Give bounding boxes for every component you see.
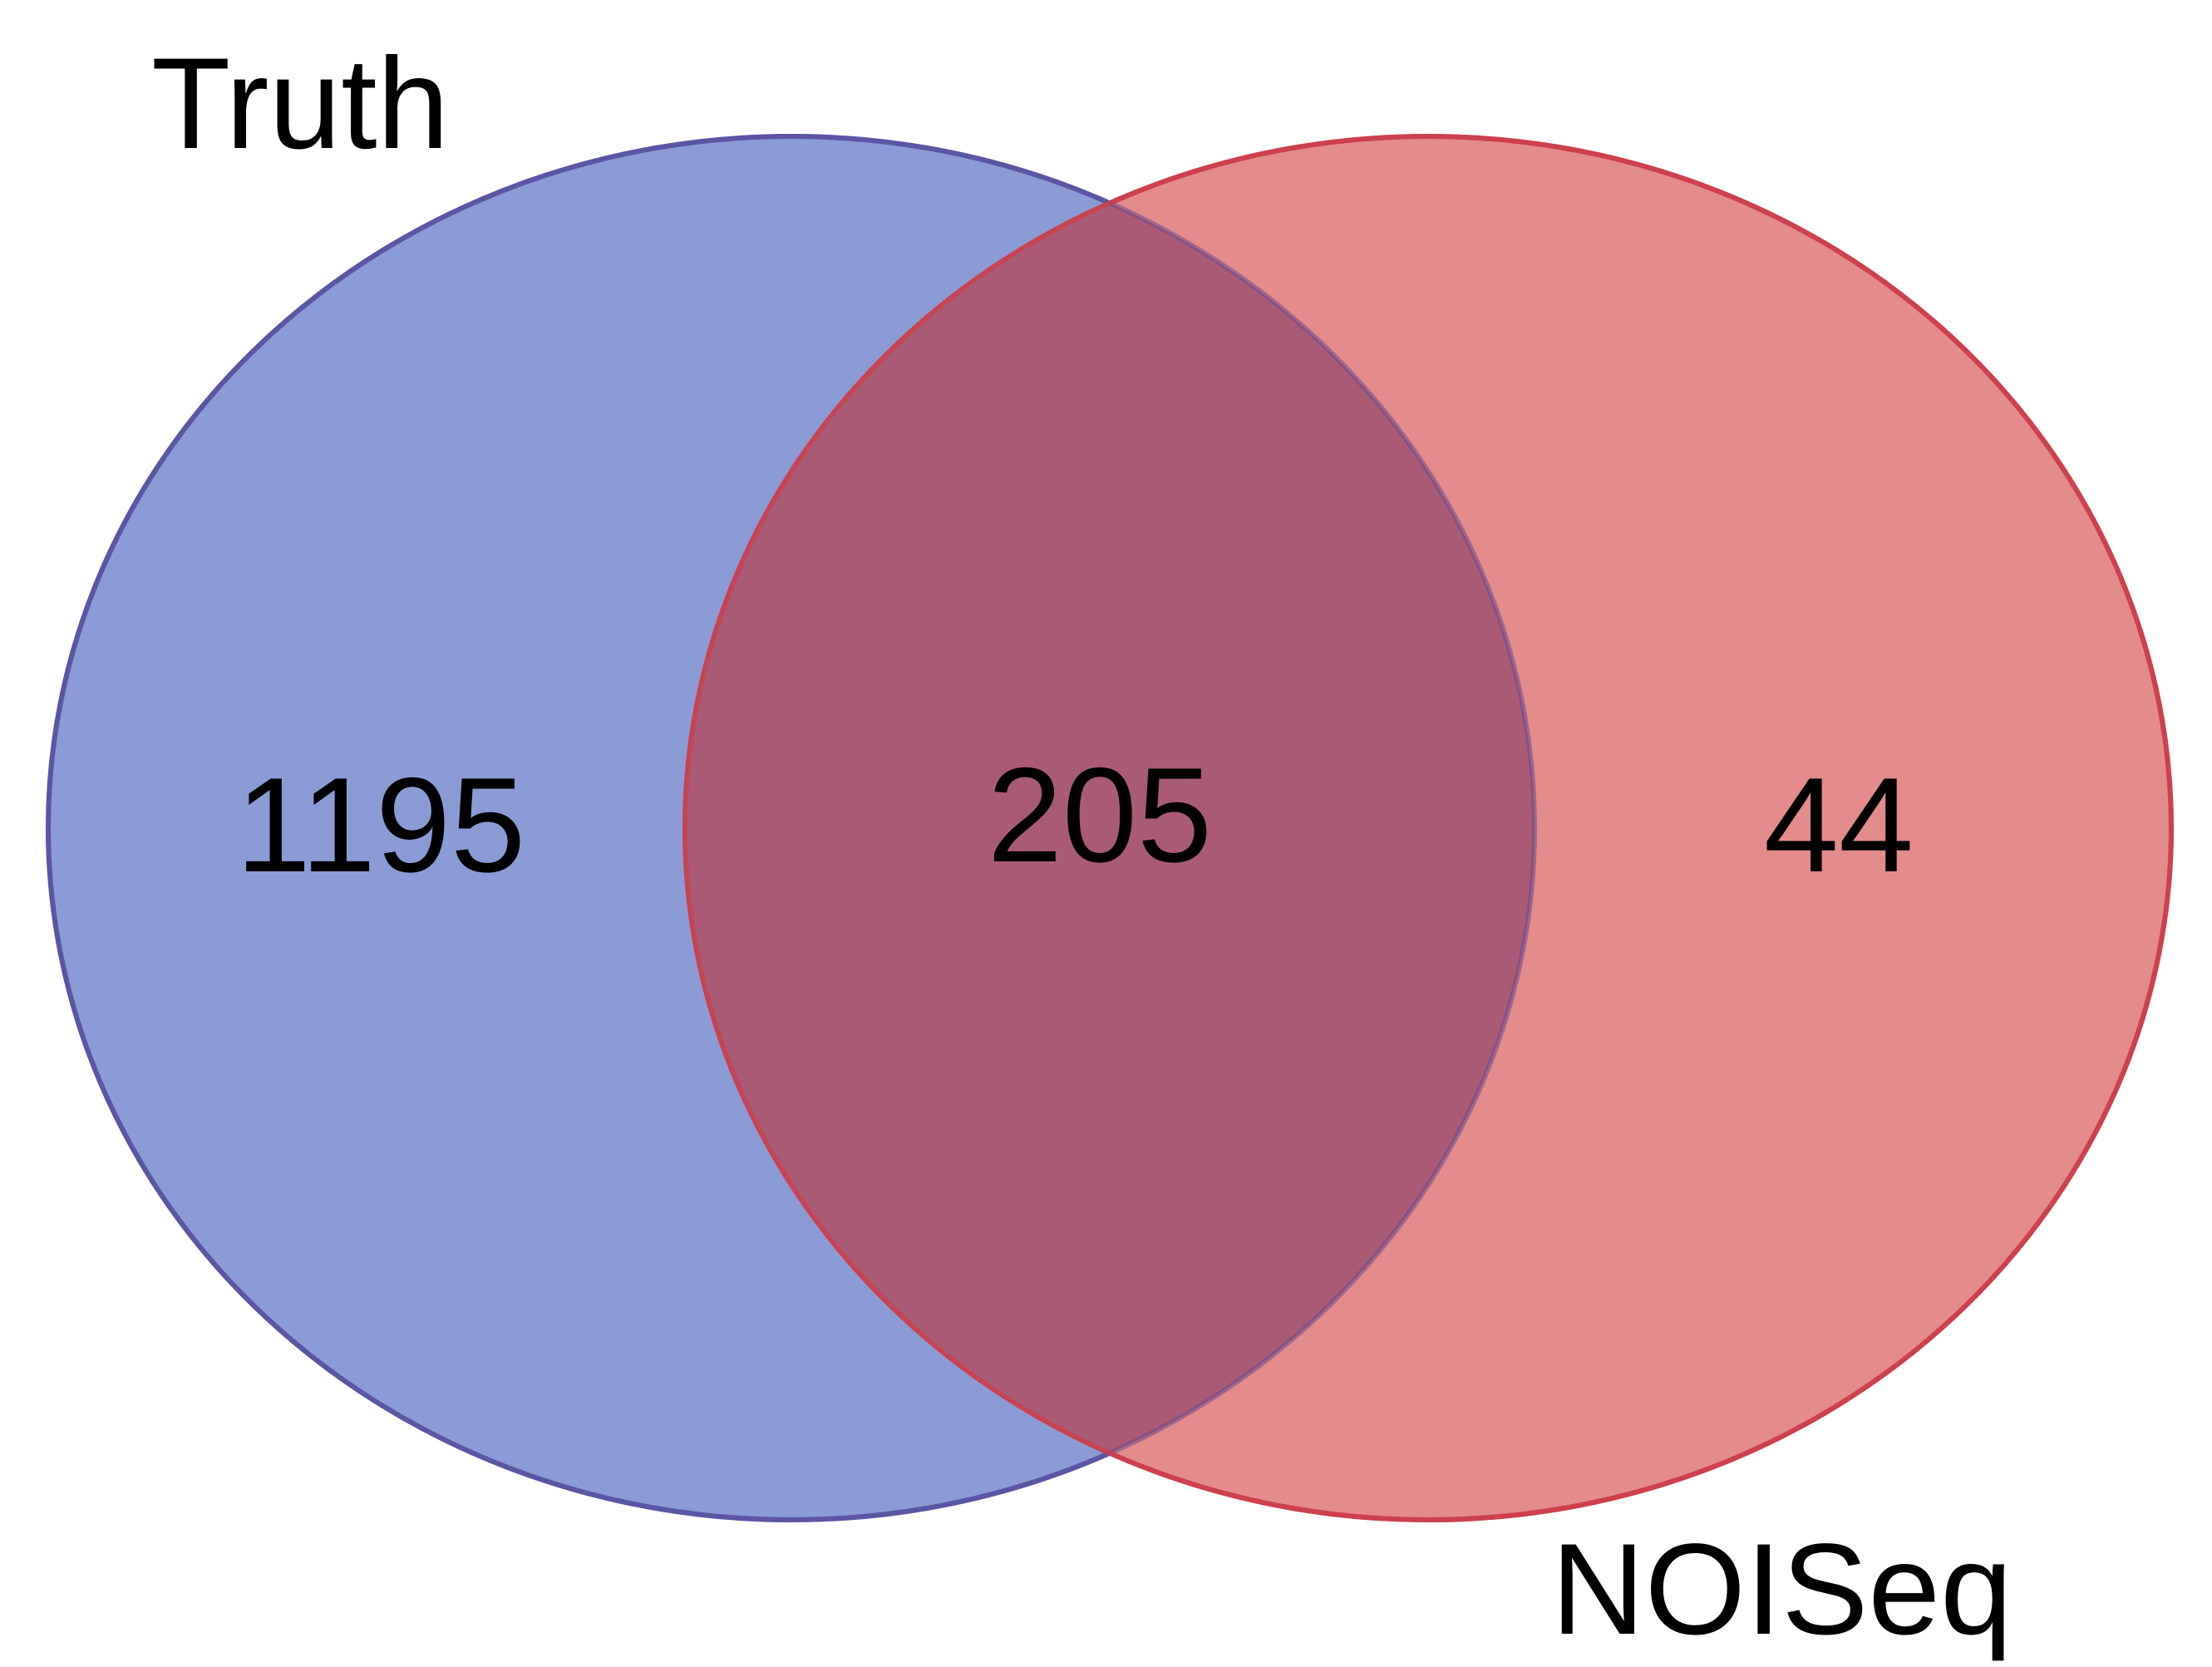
truth-only-count: 1195	[236, 750, 525, 900]
intersection-region	[685, 136, 1535, 1520]
truth-set-outline	[46, 134, 1537, 1522]
noiseq-set-outline	[682, 134, 2174, 1522]
noiseq-set-label: NOISeq	[1551, 1517, 2012, 1662]
truth-set-label: Truth	[151, 32, 449, 176]
noiseq-only-count: 44	[1764, 750, 1914, 900]
intersection-count: 205	[988, 740, 1212, 890]
